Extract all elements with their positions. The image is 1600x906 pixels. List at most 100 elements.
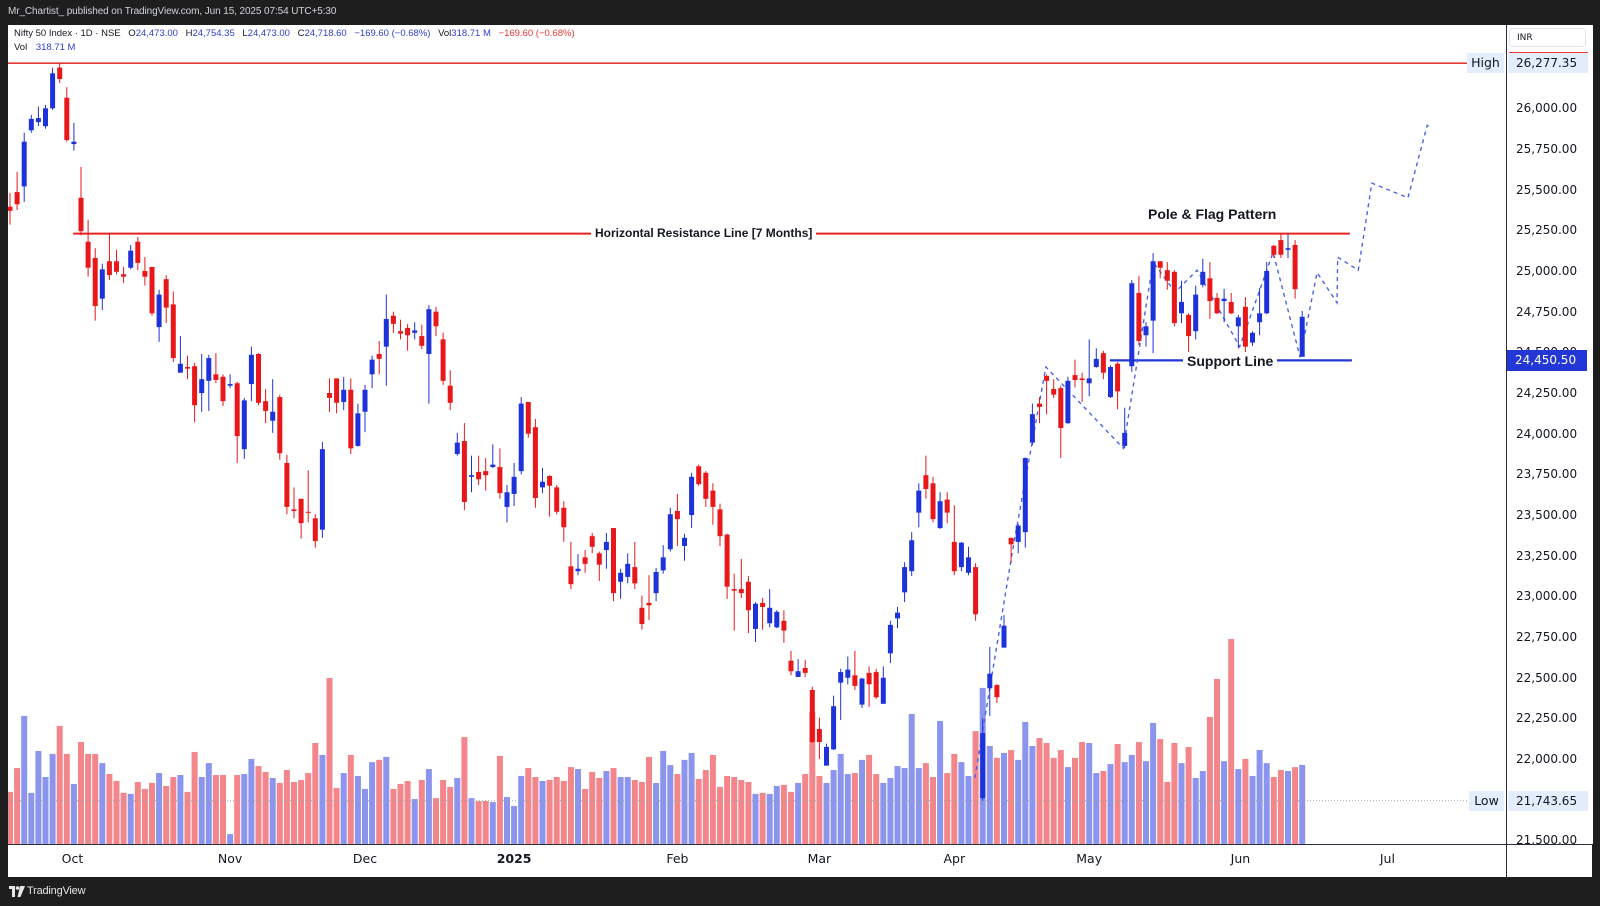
candle[interactable] <box>1051 379 1057 398</box>
price-chart[interactable] <box>8 25 1506 844</box>
candle[interactable] <box>1292 240 1298 299</box>
candle[interactable] <box>1015 523 1021 554</box>
candle[interactable] <box>426 305 432 404</box>
candle[interactable] <box>603 532 609 569</box>
projection-path[interactable] <box>1299 124 1433 358</box>
candle[interactable] <box>50 67 56 110</box>
candle[interactable] <box>831 695 837 751</box>
candle[interactable] <box>1257 288 1263 336</box>
candle[interactable] <box>532 419 538 508</box>
candle[interactable] <box>14 171 20 210</box>
candle[interactable] <box>142 257 148 286</box>
candle[interactable] <box>1129 279 1135 372</box>
candle[interactable] <box>1164 262 1170 290</box>
candle[interactable] <box>35 106 41 127</box>
candle[interactable] <box>476 455 482 485</box>
candle[interactable] <box>980 718 986 801</box>
candle[interactable] <box>710 483 716 525</box>
candle[interactable] <box>682 533 687 561</box>
candle[interactable] <box>1079 372 1085 402</box>
candle[interactable] <box>220 374 226 407</box>
candle[interactable] <box>1299 310 1305 357</box>
candle[interactable] <box>1029 403 1035 446</box>
candle[interactable] <box>85 219 91 277</box>
candle[interactable] <box>618 568 624 599</box>
candle[interactable] <box>43 105 48 129</box>
candle[interactable] <box>369 355 375 389</box>
candle[interactable] <box>966 546 971 576</box>
candle[interactable] <box>660 545 666 574</box>
candle[interactable] <box>362 384 368 433</box>
candle[interactable] <box>852 650 858 690</box>
candle[interactable] <box>1221 288 1227 323</box>
candle[interactable] <box>390 311 396 333</box>
resistance-line-label[interactable]: Horizontal Resistance Line [7 Months] <box>591 226 817 241</box>
candle[interactable] <box>717 503 723 546</box>
candle[interactable] <box>632 541 638 590</box>
candle[interactable] <box>859 677 865 708</box>
candle[interactable] <box>724 533 730 599</box>
candle[interactable] <box>674 493 680 546</box>
candle[interactable] <box>760 598 766 630</box>
candle[interactable] <box>312 514 318 548</box>
candle[interactable] <box>227 374 233 389</box>
candle[interactable] <box>199 353 205 412</box>
candle[interactable] <box>1207 262 1213 319</box>
candle[interactable] <box>461 423 467 511</box>
candle[interactable] <box>206 354 212 411</box>
candle[interactable] <box>106 232 112 280</box>
candle[interactable] <box>99 263 105 311</box>
candle[interactable] <box>114 249 119 275</box>
candle[interactable] <box>802 659 808 677</box>
candle[interactable] <box>895 606 900 629</box>
candle[interactable] <box>185 355 190 380</box>
candle[interactable] <box>1022 457 1028 548</box>
candle[interactable] <box>1179 280 1184 324</box>
candle[interactable] <box>483 458 489 491</box>
candle[interactable] <box>653 567 659 602</box>
candle[interactable] <box>994 684 1000 703</box>
candle[interactable] <box>1264 262 1270 315</box>
candle[interactable] <box>1242 297 1248 353</box>
candle[interactable] <box>376 340 382 375</box>
candle[interactable] <box>916 483 922 528</box>
candle[interactable] <box>78 166 84 236</box>
candle[interactable] <box>767 589 773 628</box>
candle[interactable] <box>1001 615 1007 648</box>
candle[interactable] <box>738 558 744 599</box>
brand-name[interactable]: TradingView <box>27 885 86 897</box>
symbol-title[interactable]: Nifty 50 Index · 1D · NSE <box>14 28 121 39</box>
candle[interactable] <box>177 336 183 373</box>
candle[interactable] <box>958 541 964 572</box>
candle[interactable] <box>667 507 673 552</box>
candle[interactable] <box>923 455 929 499</box>
candle[interactable] <box>270 379 276 433</box>
candle[interactable] <box>838 668 844 721</box>
pattern-label[interactable]: Pole & Flag Pattern <box>1148 206 1277 222</box>
candle[interactable] <box>973 563 979 621</box>
candle[interactable] <box>1037 397 1042 424</box>
candle[interactable] <box>234 381 240 463</box>
candle[interactable] <box>845 656 851 685</box>
candle[interactable] <box>1193 285 1199 340</box>
candle[interactable] <box>873 668 879 699</box>
candle[interactable] <box>511 462 517 507</box>
candle[interactable] <box>291 487 297 519</box>
candle[interactable] <box>589 532 595 554</box>
candle[interactable] <box>639 595 645 630</box>
candle[interactable] <box>319 441 325 538</box>
candle[interactable] <box>256 353 261 406</box>
candle[interactable] <box>1115 362 1121 410</box>
candle[interactable] <box>1171 270 1177 327</box>
candle[interactable] <box>788 650 794 676</box>
currency-button[interactable]: INR <box>1509 28 1586 47</box>
candle[interactable] <box>887 620 893 664</box>
time-axis[interactable]: Oct Nov Dec 2025 Feb Mar Apr May Jun Jul <box>8 844 1592 878</box>
candle[interactable] <box>1250 331 1255 346</box>
candle[interactable] <box>937 492 943 529</box>
candle[interactable] <box>327 378 332 412</box>
candle[interactable] <box>951 505 957 576</box>
price-axis[interactable]: INR 26,000.00 25,750.00 25,500.00 25,250.00… <box>1506 25 1593 844</box>
candle[interactable] <box>611 528 616 602</box>
candle[interactable] <box>213 353 219 384</box>
